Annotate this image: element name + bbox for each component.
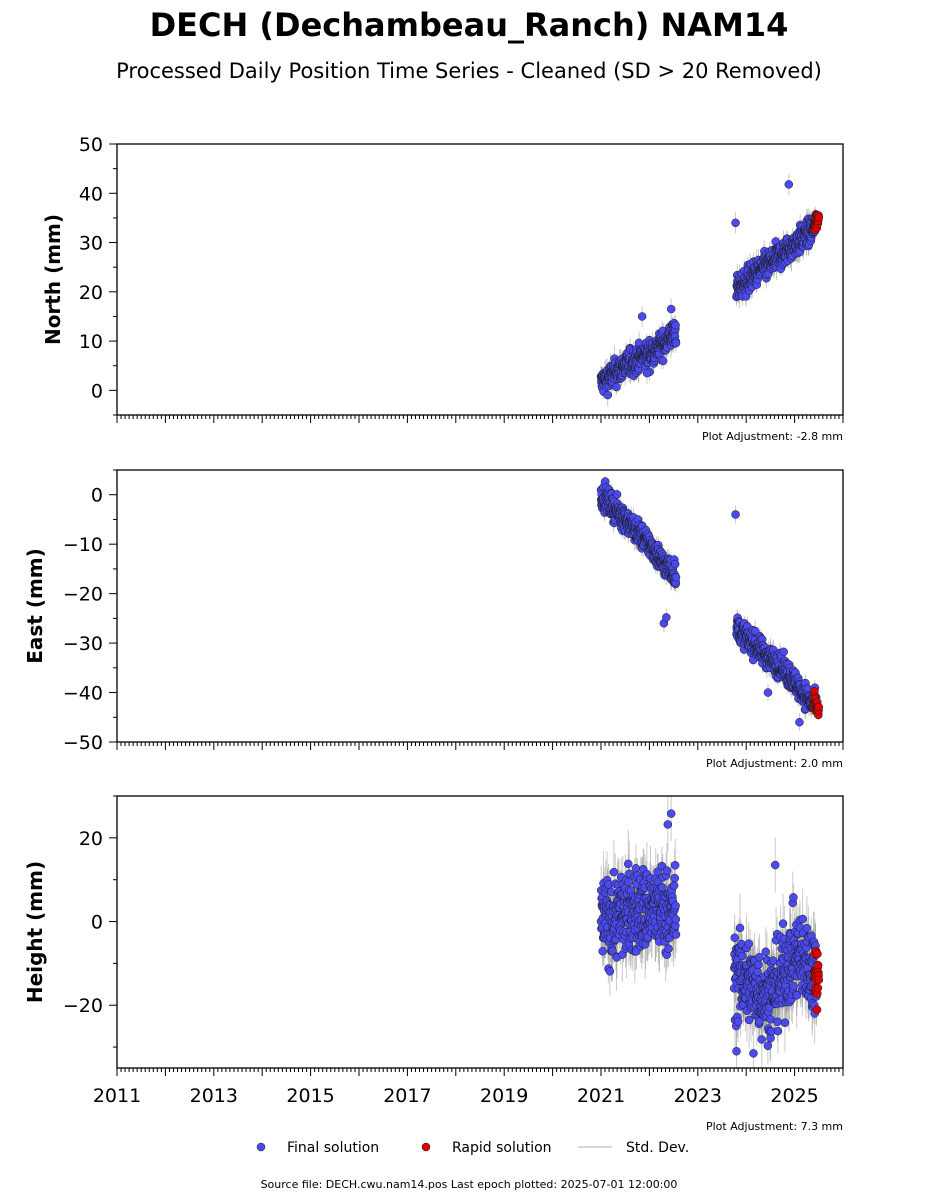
final-point: [669, 881, 679, 890]
final-point: [731, 218, 740, 228]
final-point: [754, 960, 763, 969]
final-point: [780, 1018, 790, 1027]
panel-2: 0 −10 −20 −30 −40 −50 East (mm) Plot Adjustment…: [23, 469, 844, 770]
final-point: [653, 867, 662, 876]
final-point: [612, 490, 622, 499]
final-point: [671, 573, 681, 582]
final-point: [642, 368, 652, 378]
final-point: [798, 914, 807, 924]
final-point: [784, 180, 794, 189]
plot-adjustment: Plot Adjustment: 2.0 mm: [706, 757, 843, 770]
final-point: [658, 356, 668, 366]
y-tick-label: −20: [63, 584, 103, 606]
final-point: [671, 338, 681, 348]
panel-1-data: [596, 173, 824, 407]
data-points: [596, 180, 824, 400]
y-tick-label: 20: [79, 282, 103, 304]
final-point: [671, 930, 681, 939]
final-point: [735, 923, 745, 933]
y-tick-label: −10: [63, 534, 103, 556]
final-point: [670, 873, 680, 883]
final-point: [670, 861, 680, 870]
final-point: [662, 613, 671, 622]
final-point: [612, 382, 621, 392]
y-tick-label: 50: [79, 134, 103, 156]
final-point: [670, 559, 680, 569]
final-point: [779, 647, 788, 657]
chart-subtitle: Processed Daily Position Time Series - C…: [116, 59, 822, 83]
y-tick-label: 0: [91, 380, 103, 402]
final-point: [755, 952, 764, 962]
final-point: [666, 304, 676, 314]
final-point: [631, 864, 641, 873]
y-tick-label: −40: [63, 683, 103, 705]
final-point: [738, 951, 747, 961]
panels: 0 10 20 30 40 50 North (mm) Plot Adjustment: -2…: [23, 134, 844, 1133]
final-point: [789, 981, 798, 991]
x-axis-1: [116, 415, 844, 423]
chart-title: DECH (Dechambeau_Ranch) NAM14: [150, 6, 789, 44]
final-point: [763, 1041, 773, 1051]
final-point: [598, 946, 607, 956]
panel-3: 2011 2013 2015 2017 2019 2021 2023 2025200−20He…: [23, 795, 844, 1133]
final-point: [778, 919, 788, 928]
y-axis-label: North (mm): [41, 214, 65, 345]
y-tick-label: 30: [79, 233, 103, 255]
rapid-point: [814, 213, 824, 222]
final-point: [624, 859, 633, 869]
panel-3-data: [596, 796, 824, 1068]
final-point: [761, 947, 770, 957]
y-tick-label: −30: [63, 633, 103, 655]
final-point: [744, 1015, 754, 1025]
final-point: [763, 688, 773, 697]
final-point: [802, 923, 812, 933]
final-point: [671, 320, 680, 330]
y-axis-2: 0 −10 −20 −30 −40 −50: [63, 469, 117, 754]
final-point: [662, 866, 672, 875]
y-tick-label: 10: [79, 331, 103, 353]
final-point: [671, 901, 680, 911]
data-points: [596, 477, 824, 727]
y-axis-label: East (mm): [23, 548, 47, 664]
final-point: [608, 946, 617, 956]
final-point: [773, 1026, 783, 1036]
final-point: [671, 915, 681, 924]
final-point: [744, 939, 753, 949]
data-points: [596, 809, 824, 1058]
panel-2-data: [596, 475, 824, 732]
final-point: [792, 991, 802, 1000]
rapid-point: [814, 702, 824, 712]
final-point: [603, 390, 613, 400]
final-point: [789, 893, 798, 902]
final-point: [766, 1015, 775, 1024]
plot-adjustment: Plot Adjustment: -2.8 mm: [702, 430, 843, 443]
final-point: [757, 1035, 766, 1044]
final-point: [637, 312, 647, 321]
final-point: [664, 944, 673, 953]
final-point: [773, 1017, 782, 1027]
final-point: [795, 717, 804, 727]
y-tick-label: 0: [91, 485, 103, 507]
final-point: [733, 1017, 743, 1026]
final-point: [658, 883, 667, 892]
final-point: [609, 867, 619, 877]
y-tick-label: −50: [63, 732, 103, 754]
y-axis-1: 0 10 20 30 40 50: [79, 134, 117, 416]
x-axis-2: [116, 742, 844, 750]
final-point: [605, 967, 615, 976]
final-point: [730, 933, 739, 942]
panel-1: 0 10 20 30 40 50 North (mm) Plot Adjustment: -2…: [41, 134, 844, 443]
final-point: [753, 967, 762, 977]
final-point: [731, 510, 740, 519]
y-tick-label: 40: [79, 183, 103, 205]
